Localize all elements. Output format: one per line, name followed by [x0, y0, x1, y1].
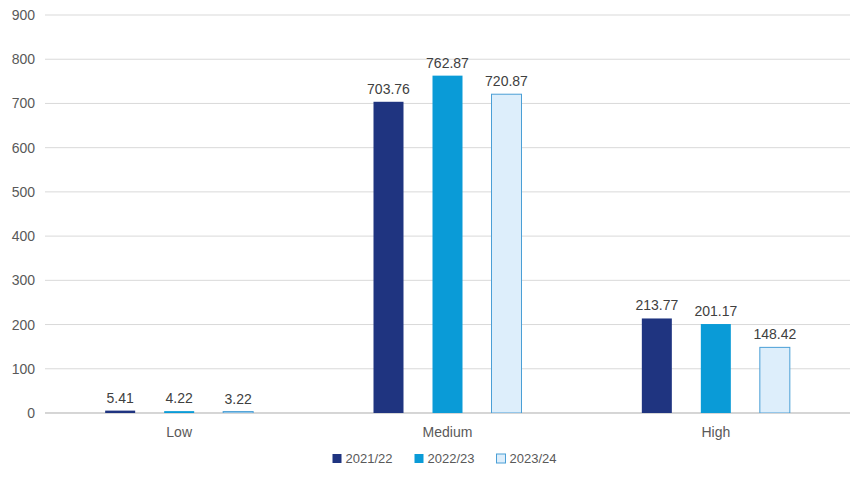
data-label: 201.17 [694, 303, 737, 319]
legend-swatch [497, 454, 506, 463]
y-tick-label: 300 [12, 272, 36, 288]
data-label: 213.77 [635, 297, 678, 313]
bars [105, 76, 790, 413]
y-tick-label: 900 [12, 7, 36, 23]
data-label: 148.42 [753, 326, 796, 342]
y-tick-label: 0 [27, 405, 35, 421]
bar [701, 324, 731, 413]
legend-label: 2021/22 [346, 451, 393, 466]
labels: Low 5.41 4.22 3.22 Medium 703.76 762.87 720.87 H… [107, 55, 797, 440]
y-tick-label: 600 [12, 140, 36, 156]
y-tick-label: 700 [12, 95, 36, 111]
y-tick-label: 200 [12, 317, 36, 333]
legend-swatch [333, 454, 342, 463]
legend: 2021/22 2022/23 2023/24 [333, 451, 557, 466]
bar [105, 411, 135, 413]
bar [760, 347, 790, 413]
x-tick-label: High [701, 424, 730, 440]
bar [492, 94, 522, 413]
y-tick-label: 800 [12, 51, 36, 67]
bar [374, 102, 404, 413]
chart: 0 100 200 300 400 500 600 700 800 900 Low 5.41 4.22 3… [0, 0, 860, 478]
grid-line [45, 15, 850, 16]
data-label: 703.76 [367, 81, 410, 97]
legend-label: 2023/24 [510, 451, 557, 466]
y-tick-label: 100 [12, 361, 36, 377]
bar [223, 412, 253, 413]
data-label: 762.87 [426, 55, 469, 71]
bar [642, 318, 672, 413]
bar [433, 76, 463, 413]
data-label: 720.87 [485, 73, 528, 89]
x-tick-label: Medium [423, 424, 473, 440]
y-tick-label: 500 [12, 184, 36, 200]
legend-label: 2022/23 [428, 451, 475, 466]
y-tick-label: 400 [12, 228, 36, 244]
x-tick-label: Low [166, 424, 193, 440]
data-label: 4.22 [166, 390, 193, 406]
legend-swatch [415, 454, 424, 463]
bar [164, 411, 194, 413]
data-label: 3.22 [225, 391, 252, 407]
data-label: 5.41 [107, 390, 134, 406]
